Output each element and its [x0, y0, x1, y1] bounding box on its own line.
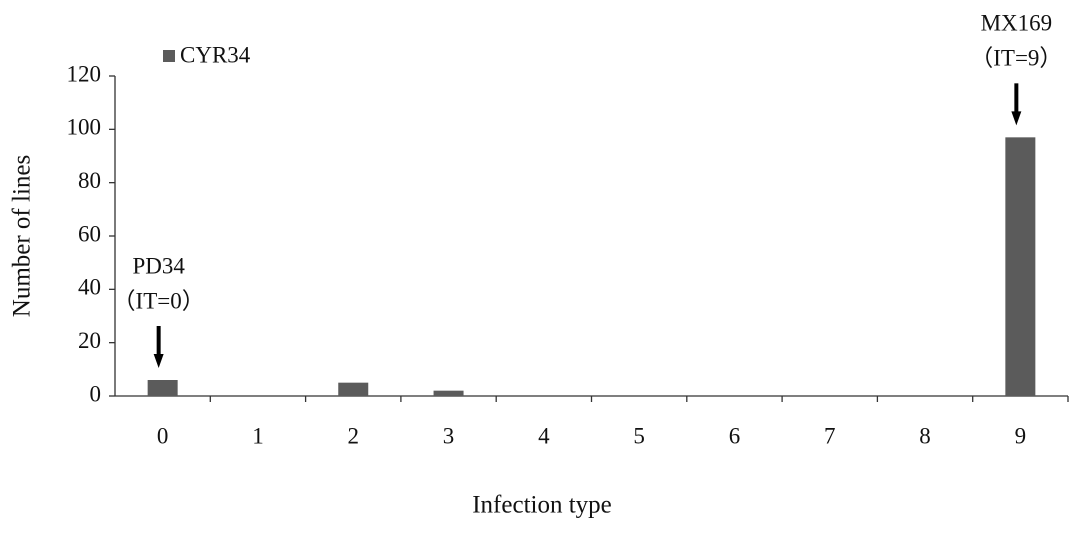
x-tick-label: 2: [348, 423, 360, 448]
x-tick-label: 9: [1015, 423, 1027, 448]
annotation-text: MX169: [981, 11, 1053, 36]
y-tick-label: 120: [67, 61, 102, 86]
annotation-text: PD34: [132, 253, 185, 278]
y-tick-label: 40: [78, 275, 101, 300]
bar: [338, 382, 369, 396]
y-tick-label: 20: [78, 328, 101, 353]
y-tick-label: 100: [67, 115, 102, 140]
x-tick-label: 4: [538, 423, 550, 448]
x-tick-label: 3: [443, 423, 455, 448]
annotation-arrowhead: [1011, 111, 1022, 126]
bar: [433, 390, 464, 396]
bar: [1005, 137, 1036, 397]
annotation-text: （IT=0）: [113, 288, 205, 313]
x-tick-label: 8: [919, 423, 931, 448]
y-tick-label: 60: [78, 221, 101, 246]
y-tick-label: 0: [90, 381, 102, 406]
x-tick-label: 1: [252, 423, 264, 448]
x-axis-title: Infection type: [472, 492, 612, 519]
x-tick-label: 6: [729, 423, 741, 448]
legend-label: CYR34: [180, 42, 251, 67]
x-tick-label: 0: [157, 423, 169, 448]
x-tick-label: 7: [824, 423, 836, 448]
legend-swatch: [163, 50, 175, 62]
annotation-arrowhead: [153, 354, 164, 368]
y-axis-title: Number of lines: [9, 155, 36, 317]
y-tick-label: 80: [78, 168, 101, 193]
x-tick-label: 5: [633, 423, 645, 448]
bar: [147, 380, 178, 396]
annotation-text: （IT=9）: [970, 46, 1062, 71]
